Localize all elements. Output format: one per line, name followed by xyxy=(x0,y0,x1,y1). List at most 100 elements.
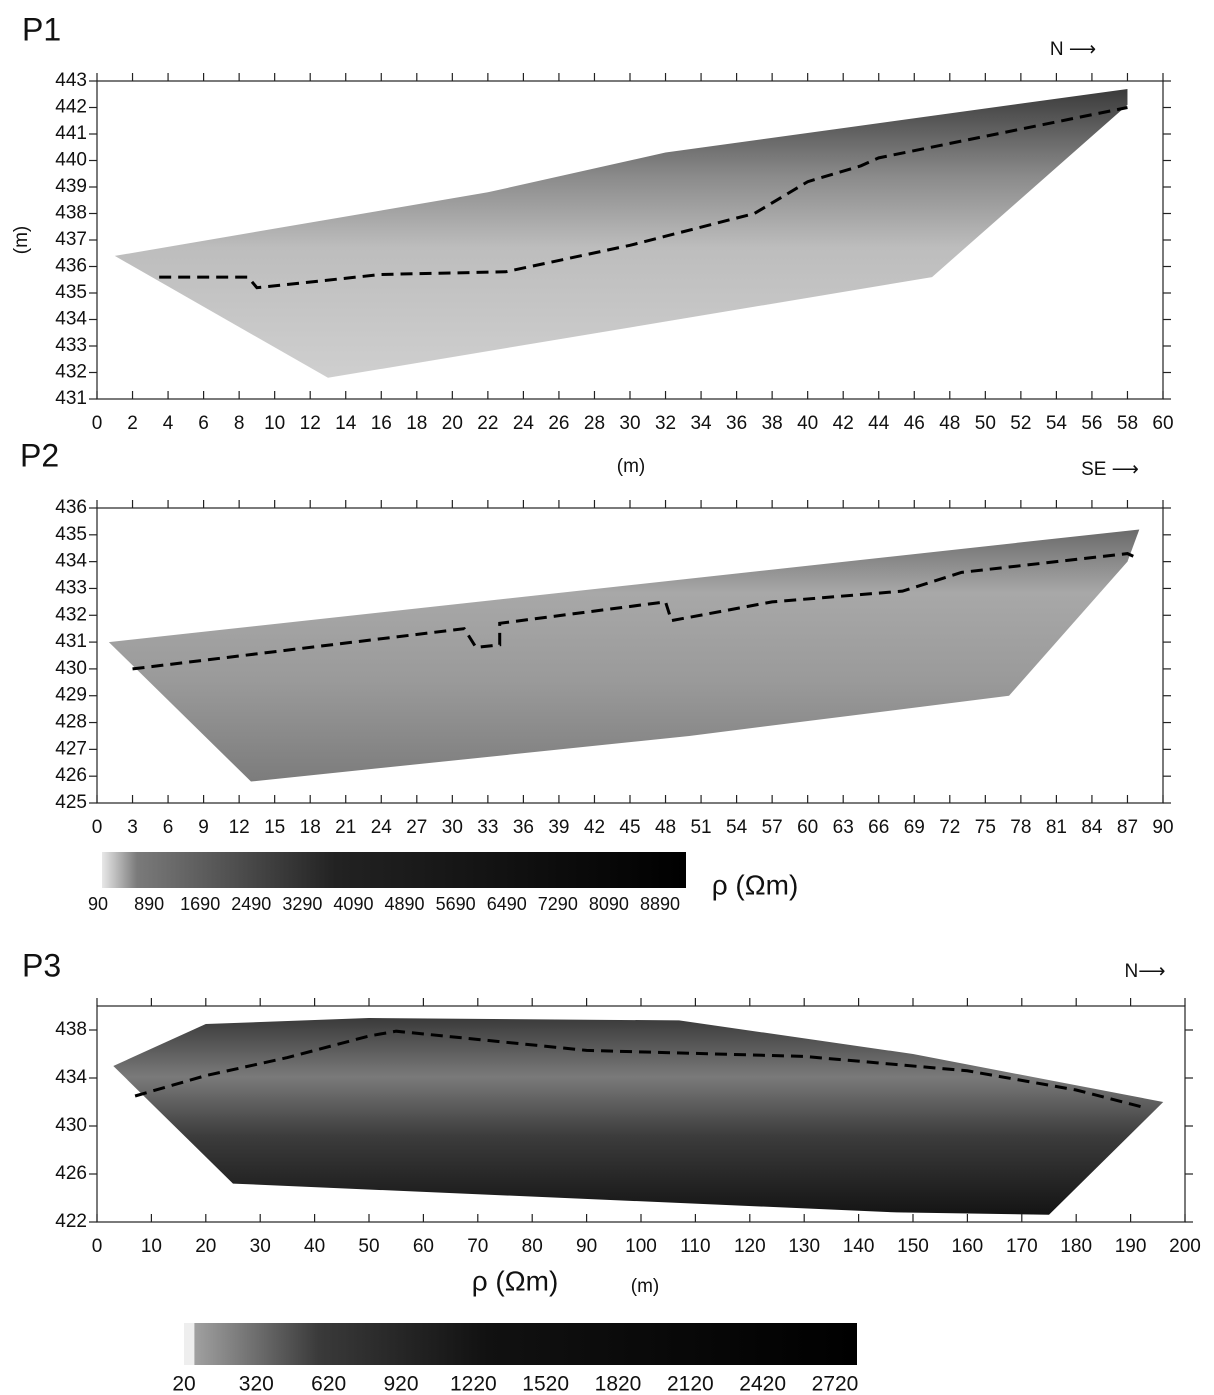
resistivity-section xyxy=(108,529,1140,782)
colorbar-tick-label: 20 xyxy=(172,1373,195,1395)
x-tick-label: 58 xyxy=(1117,413,1138,434)
x-tick-label: 140 xyxy=(843,1236,875,1257)
colorbar-tick-label: 5690 xyxy=(436,894,476,914)
resistivity-section xyxy=(114,88,1128,378)
y-tick-label: 437 xyxy=(55,229,87,250)
colorbar xyxy=(102,852,686,888)
x-tick-label: 32 xyxy=(655,413,676,434)
colorbar-tick-label: 1820 xyxy=(595,1373,642,1395)
colorbar-tick-label: 2420 xyxy=(739,1373,786,1395)
y-tick-label: 426 xyxy=(55,1163,87,1184)
x-tick-label: 46 xyxy=(904,413,925,434)
x-tick-label: 160 xyxy=(952,1236,984,1257)
x-tick-label: 40 xyxy=(304,1236,325,1257)
y-tick-label: 425 xyxy=(55,792,87,813)
y-tick-label: 433 xyxy=(55,335,87,356)
x-tick-label: 69 xyxy=(904,817,925,838)
panel-label: P2 xyxy=(20,437,59,473)
x-tick-label: 0 xyxy=(92,413,103,434)
x-tick-label: 190 xyxy=(1115,1236,1147,1257)
y-tick-label: 422 xyxy=(55,1211,87,1232)
x-tick-label: 26 xyxy=(548,413,569,434)
y-tick-label: 429 xyxy=(55,685,87,706)
x-tick-label: 60 xyxy=(1152,413,1173,434)
x-tick-label: 22 xyxy=(477,413,498,434)
y-tick-label: 443 xyxy=(55,70,87,91)
x-tick-label: 36 xyxy=(513,817,534,838)
x-tick-label: 40 xyxy=(797,413,818,434)
x-tick-label: 56 xyxy=(1081,413,1102,434)
y-tick-label: 428 xyxy=(55,712,87,733)
x-tick-label: 3 xyxy=(127,817,138,838)
x-tick-label: 28 xyxy=(584,413,605,434)
x-tick-label: 9 xyxy=(198,817,209,838)
x-tick-label: 18 xyxy=(406,413,427,434)
x-tick-label: 51 xyxy=(690,817,711,838)
colorbar-tick-label: 8090 xyxy=(589,894,629,914)
x-tick-label: 34 xyxy=(690,413,712,434)
y-tick-label: 434 xyxy=(55,309,87,330)
y-tick-label: 427 xyxy=(55,738,87,759)
x-tick-label: 33 xyxy=(477,817,498,838)
direction-label: N⟶ xyxy=(1125,961,1166,982)
colorbar-tick-label: 890 xyxy=(134,894,164,914)
x-tick-label: 6 xyxy=(198,413,209,434)
x-tick-label: 12 xyxy=(229,817,250,838)
colorbar-tick-label: 2120 xyxy=(667,1373,714,1395)
x-tick-label: 78 xyxy=(1010,817,1031,838)
y-tick-label: 431 xyxy=(55,631,87,652)
colorbar xyxy=(184,1323,857,1365)
colorbar-tick-label: 1220 xyxy=(450,1373,497,1395)
colorbar-tick-label: 4890 xyxy=(385,894,425,914)
x-tick-label: 24 xyxy=(513,413,535,434)
panel-label: P1 xyxy=(22,11,61,47)
interface-line xyxy=(134,1029,1142,1109)
y-tick-label: 436 xyxy=(55,256,87,277)
x-axis-label: (m) xyxy=(631,1276,659,1297)
x-tick-label: 30 xyxy=(250,1236,271,1257)
x-tick-label: 12 xyxy=(300,413,321,434)
x-tick-label: 36 xyxy=(726,413,747,434)
x-tick-label: 84 xyxy=(1081,817,1103,838)
x-tick-label: 54 xyxy=(1046,413,1068,434)
x-tick-label: 66 xyxy=(868,817,889,838)
x-tick-label: 90 xyxy=(1152,817,1173,838)
y-tick-label: 430 xyxy=(55,1115,87,1136)
x-tick-label: 0 xyxy=(92,817,103,838)
x-tick-label: 80 xyxy=(522,1236,543,1257)
interface-line xyxy=(159,106,1128,290)
x-tick-label: 60 xyxy=(797,817,818,838)
colorbar-tick-label: 8890 xyxy=(640,894,680,914)
x-tick-label: 48 xyxy=(655,817,676,838)
y-tick-label: 435 xyxy=(55,282,87,303)
x-tick-label: 81 xyxy=(1046,817,1067,838)
y-tick-label: 440 xyxy=(55,150,87,171)
x-tick-label: 87 xyxy=(1117,817,1138,838)
x-tick-label: 200 xyxy=(1169,1236,1201,1257)
colorbar-label: ρ (Ωm) xyxy=(472,1265,559,1296)
y-tick-label: 438 xyxy=(55,203,87,224)
x-tick-label: 150 xyxy=(897,1236,929,1257)
x-tick-label: 100 xyxy=(625,1236,657,1257)
x-tick-label: 16 xyxy=(371,413,392,434)
x-tick-label: 21 xyxy=(335,817,356,838)
x-tick-label: 10 xyxy=(141,1236,162,1257)
direction-label: SE ⟶ xyxy=(1081,459,1139,480)
y-tick-label: 426 xyxy=(55,765,87,786)
colorbar-tick-label: 3290 xyxy=(282,894,322,914)
x-tick-label: 120 xyxy=(734,1236,766,1257)
y-tick-label: 438 xyxy=(55,1019,87,1040)
x-tick-label: 44 xyxy=(868,413,890,434)
colorbar-tick-label: 90 xyxy=(88,894,108,914)
x-tick-label: 14 xyxy=(335,413,357,434)
x-tick-label: 52 xyxy=(1010,413,1031,434)
x-tick-label: 60 xyxy=(413,1236,434,1257)
y-tick-label: 441 xyxy=(55,123,87,144)
colorbar-tick-label: 6490 xyxy=(487,894,527,914)
colorbar-tick-label: 2720 xyxy=(812,1373,859,1395)
x-tick-label: 10 xyxy=(264,413,285,434)
colorbar-tick-label: 4090 xyxy=(333,894,373,914)
x-tick-label: 70 xyxy=(467,1236,488,1257)
colorbar-tick-label: 2490 xyxy=(231,894,271,914)
x-tick-label: 8 xyxy=(234,413,245,434)
